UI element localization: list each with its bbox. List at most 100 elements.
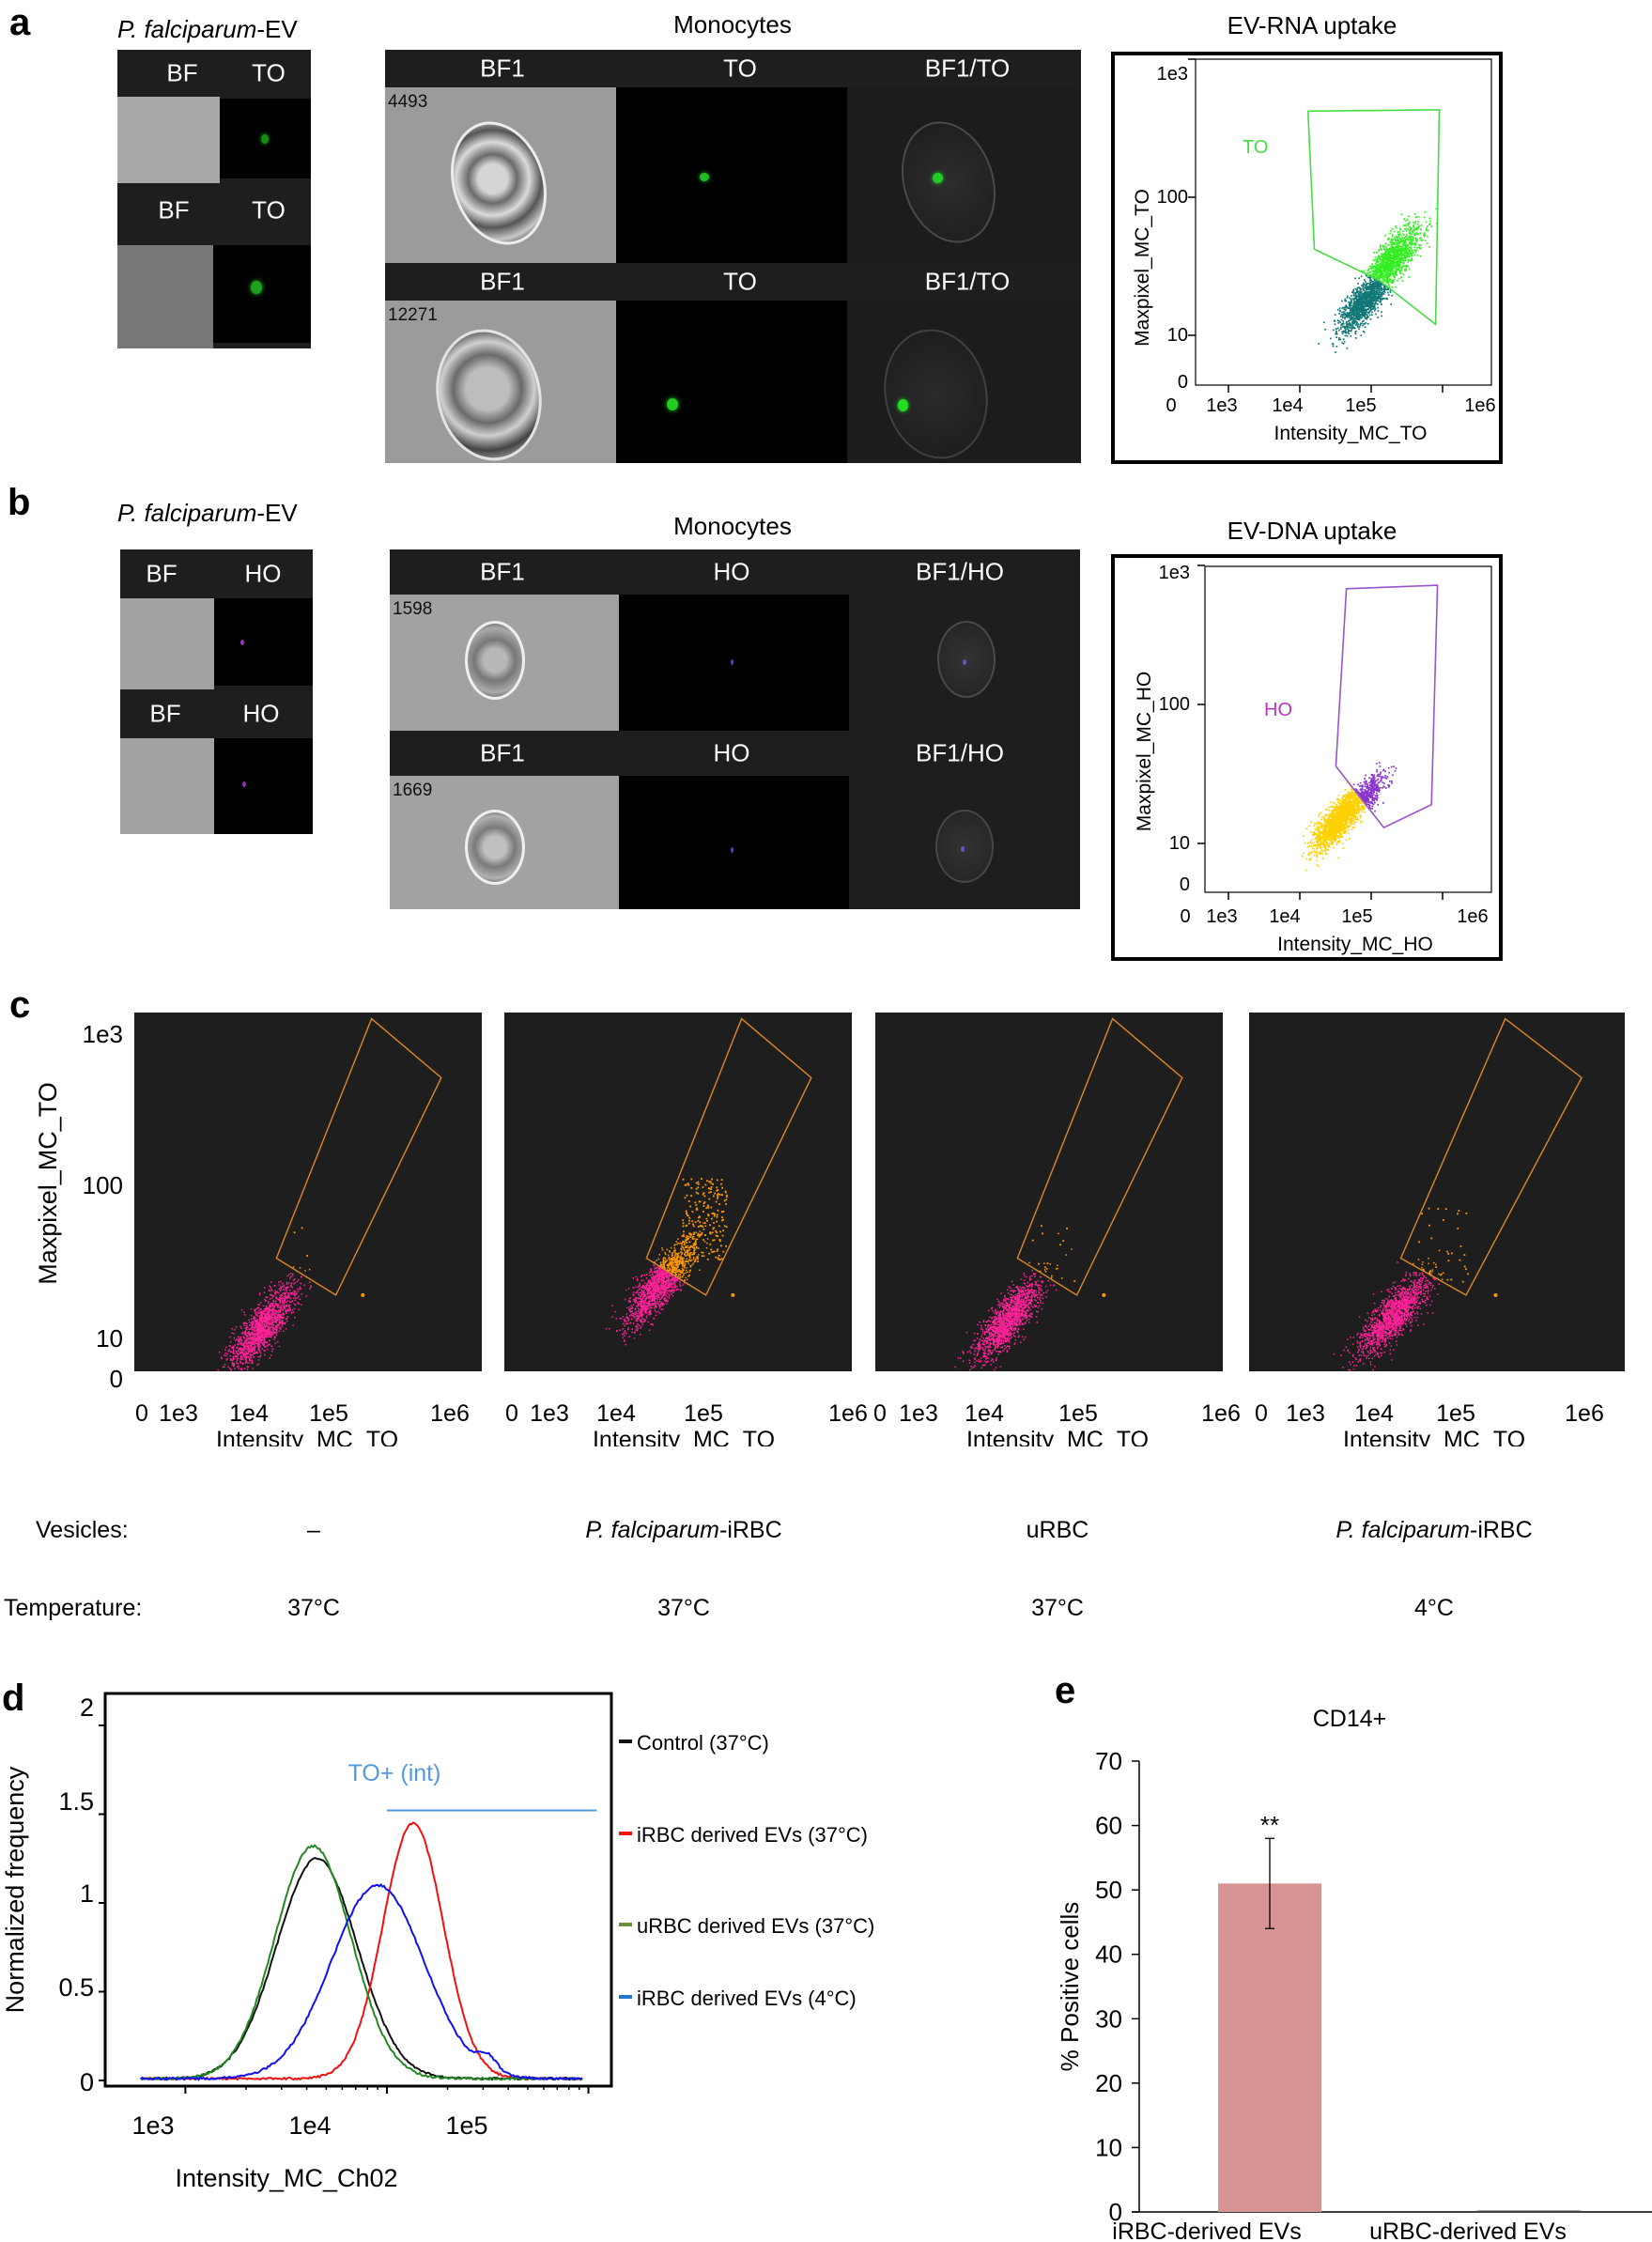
data-point (1331, 826, 1334, 828)
data-point (1323, 814, 1326, 817)
data-point (309, 1288, 311, 1290)
data-point (1362, 312, 1365, 315)
data-point (1313, 847, 1315, 850)
x-tick: 0 (1166, 395, 1176, 416)
data-point (1310, 851, 1313, 854)
data-point (1341, 325, 1344, 328)
data-point (1355, 806, 1358, 808)
data-point (243, 1343, 246, 1345)
data-point (1341, 819, 1344, 822)
data-point (1354, 795, 1356, 797)
data-point (1332, 839, 1334, 841)
data-point (1347, 328, 1350, 331)
data-point (1316, 854, 1319, 856)
data-point (1357, 312, 1359, 315)
data-point (1361, 324, 1364, 327)
data-point (1384, 255, 1387, 257)
data-point (1377, 775, 1380, 778)
data-point (1348, 796, 1351, 797)
data-point (1397, 267, 1399, 270)
overlay-image (849, 595, 1080, 731)
data-point (1339, 831, 1342, 834)
data-point (1363, 282, 1365, 285)
data-point (1327, 838, 1330, 840)
data-point (247, 1353, 250, 1355)
data-point (287, 1292, 290, 1294)
data-point (1344, 317, 1346, 320)
data-point (1333, 832, 1335, 835)
data-point (1324, 823, 1327, 825)
data-point (1337, 829, 1340, 832)
data-point (1311, 834, 1314, 837)
data-point (1400, 266, 1403, 269)
data-point (1366, 301, 1368, 303)
data-point (1393, 250, 1396, 252)
data-point (1387, 252, 1390, 255)
column-label-channel: TO (723, 267, 757, 296)
data-point (1403, 244, 1406, 246)
data-point (1363, 807, 1365, 810)
object-number: 1598 (393, 599, 433, 619)
data-point (1381, 315, 1383, 317)
data-point (1389, 781, 1391, 782)
data-point (1400, 213, 1403, 216)
data-point (1331, 818, 1334, 821)
data-point (1376, 300, 1378, 302)
data-point (1405, 223, 1408, 225)
channel-label: TO (252, 195, 286, 224)
data-point (1405, 270, 1408, 271)
data-point (1326, 848, 1328, 851)
data-point (1335, 830, 1337, 832)
data-point (1378, 293, 1380, 296)
data-point (1389, 266, 1392, 269)
data-point (256, 1332, 259, 1334)
data-point (1334, 314, 1336, 316)
data-point (1427, 235, 1428, 238)
data-point (1356, 808, 1358, 811)
data-point (1323, 834, 1326, 836)
data-point (268, 1317, 270, 1319)
data-point (1370, 289, 1373, 291)
data-point (1397, 255, 1399, 257)
data-point (1316, 829, 1319, 832)
data-point (1411, 233, 1413, 236)
data-point (1365, 298, 1367, 300)
overlay-image (847, 301, 1081, 463)
data-point (1347, 316, 1349, 318)
data-point (1348, 316, 1350, 317)
data-point (1350, 308, 1351, 310)
data-point (1359, 304, 1362, 306)
data-point (1358, 297, 1360, 299)
data-point (1344, 828, 1346, 830)
y-tick: 1e3 (1157, 64, 1188, 85)
data-point (249, 1323, 252, 1326)
data-point (237, 1353, 239, 1355)
data-point (1354, 801, 1357, 804)
data-point (1378, 267, 1380, 269)
data-point (272, 1302, 274, 1305)
data-point (1360, 307, 1362, 309)
data-point (1400, 268, 1403, 271)
data-point (1376, 260, 1379, 262)
data-point (261, 1334, 264, 1337)
data-point (1369, 281, 1372, 284)
data-point (1384, 234, 1386, 237)
data-point (1345, 827, 1348, 829)
column-label-bf1: BF1 (480, 54, 525, 83)
data-point (1333, 820, 1335, 822)
data-point (1381, 777, 1382, 780)
data-point (1377, 785, 1379, 788)
data-point (1310, 821, 1312, 823)
data-point (1382, 244, 1383, 247)
data-point (1368, 302, 1370, 303)
data-point (1333, 846, 1335, 849)
data-point (1338, 329, 1340, 332)
data-point (1346, 824, 1349, 827)
data-point (1378, 286, 1380, 287)
data-point (280, 1317, 282, 1319)
data-point (1349, 805, 1351, 807)
data-point (1407, 254, 1409, 256)
data-point (1334, 809, 1335, 812)
y-tick: 0 (1180, 874, 1190, 895)
data-point (1378, 261, 1380, 263)
